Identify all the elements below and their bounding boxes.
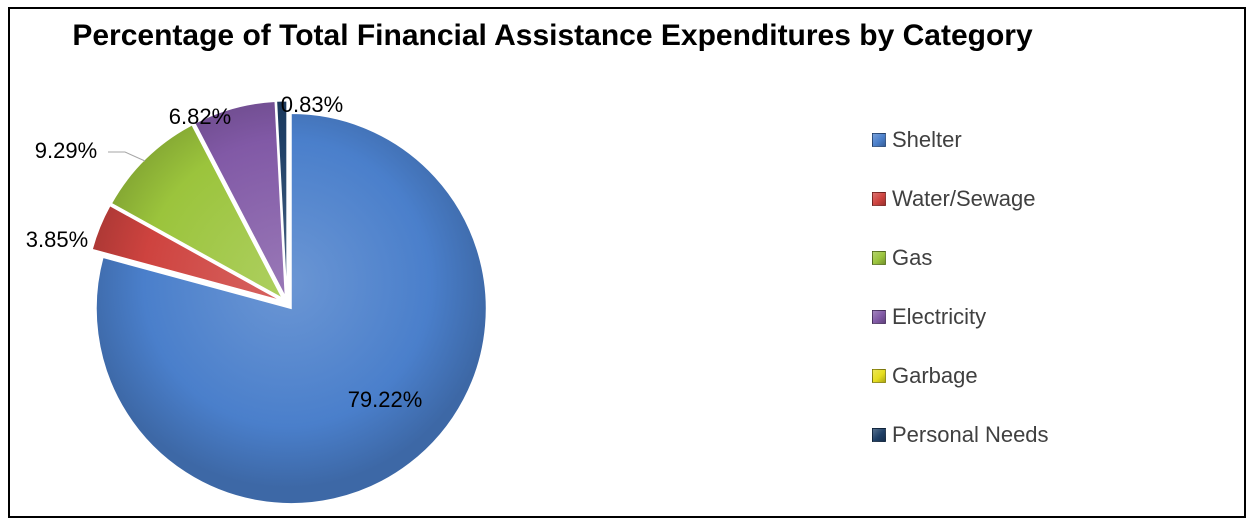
legend-swatch-gas	[872, 251, 886, 265]
legend-label-gas: Gas	[892, 245, 933, 270]
legend-label-personal-needs: Personal Needs	[892, 422, 1049, 447]
data-label-personal-needs: 0.83%	[281, 92, 343, 117]
legend-label-garbage: Garbage	[892, 363, 978, 388]
pie-slice-shelter	[95, 113, 487, 505]
legend-label-electricity: Electricity	[892, 304, 987, 329]
data-label-water-sewage: 3.85%	[26, 227, 88, 252]
legend-entry-electricity: Electricity	[872, 302, 986, 332]
leader-line-gas	[108, 151, 146, 162]
legend-label-shelter: Shelter	[892, 127, 962, 152]
legend-swatch-electricity	[872, 310, 886, 324]
legend-swatch-shelter	[872, 133, 886, 147]
pie-slice-electricity	[194, 100, 286, 297]
legend-entry-personal-needs: Personal Needs	[872, 420, 1049, 450]
legend-entry-shelter: Shelter	[872, 125, 962, 155]
pie-slice-water-sewage	[91, 205, 281, 301]
chart-title: Percentage of Total Financial Assistance…	[72, 19, 1033, 52]
legend: Shelter Water/Sewage Gas Electricity Garbage…	[872, 9, 1232, 509]
legend-entry-water-sewage: Water/Sewage	[872, 184, 1035, 214]
legend-swatch-water-sewage	[872, 192, 886, 206]
data-label-gas: 9.29%	[35, 138, 97, 163]
legend-entry-gas: Gas	[872, 243, 932, 273]
legend-swatch-garbage	[872, 369, 886, 383]
legend-swatch-personal-needs	[872, 428, 886, 442]
legend-label-water-sewage: Water/Sewage	[892, 186, 1036, 211]
pie-slice-personal-needs	[276, 100, 288, 297]
legend-entry-garbage: Garbage	[872, 361, 978, 391]
pie-slice-gas	[110, 124, 284, 300]
chart-frame: Percentage of Total Financial Assistance…	[8, 7, 1246, 518]
data-label-shelter: 79.22%	[348, 387, 423, 412]
data-label-electricity: 6.82%	[169, 104, 231, 129]
pie-chart: 79.22% 3.85% 9.29% 6.82% 0.83%	[26, 92, 487, 505]
